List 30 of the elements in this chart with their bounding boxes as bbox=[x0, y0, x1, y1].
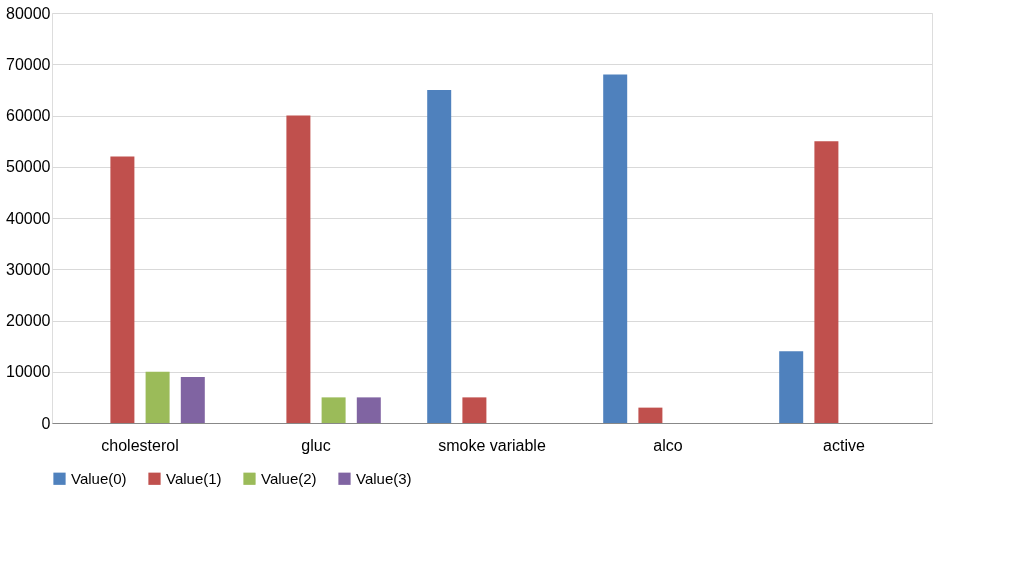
bar bbox=[638, 407, 663, 423]
bar bbox=[814, 141, 839, 423]
x-tick-label: active bbox=[823, 436, 865, 454]
bar bbox=[286, 115, 311, 423]
x-tick-label: alco bbox=[653, 436, 683, 454]
bar bbox=[110, 156, 135, 423]
x-tick-label: gluc bbox=[301, 436, 331, 454]
legend-label: Value(2) bbox=[261, 469, 317, 487]
y-tick-label: 0 bbox=[41, 414, 51, 432]
y-tick-label: 30000 bbox=[6, 260, 51, 278]
y-tick-label: 80000 bbox=[6, 4, 51, 22]
x-tick-label: cholesterol bbox=[101, 436, 179, 454]
bar bbox=[145, 371, 170, 423]
y-tick-label: 40000 bbox=[6, 209, 51, 227]
y-tick-label: 10000 bbox=[6, 363, 51, 381]
bar bbox=[321, 397, 346, 423]
y-tick-label: 60000 bbox=[6, 107, 51, 124]
x-tick-label: smoke variable bbox=[438, 436, 546, 454]
y-tick-label: 70000 bbox=[6, 55, 51, 73]
y-tick-label: 20000 bbox=[6, 312, 51, 329]
bar bbox=[603, 74, 628, 423]
legend-label: Value(0) bbox=[71, 469, 127, 487]
legend-label: Value(3) bbox=[356, 469, 412, 487]
y-tick-label: 50000 bbox=[6, 158, 51, 176]
bar bbox=[180, 376, 205, 423]
bar bbox=[462, 397, 487, 423]
bar bbox=[779, 351, 804, 423]
bar bbox=[356, 397, 381, 423]
bar bbox=[427, 89, 452, 423]
legend-label: Value(1) bbox=[166, 469, 222, 487]
